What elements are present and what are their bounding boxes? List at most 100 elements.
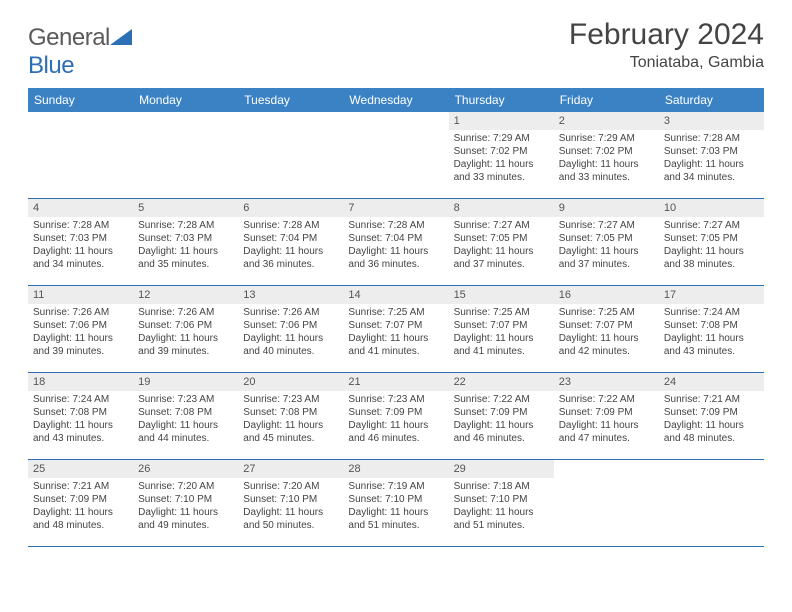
detail-line: Sunrise: 7:29 AM: [559, 132, 654, 145]
detail-line: Daylight: 11 hours: [664, 245, 759, 258]
detail-line: Sunset: 7:10 PM: [454, 493, 549, 506]
detail-line: Sunset: 7:03 PM: [33, 232, 128, 245]
day-number: 14: [343, 286, 448, 304]
day-details: Sunrise: 7:27 AMSunset: 7:05 PMDaylight:…: [554, 217, 659, 275]
day-number: 13: [238, 286, 343, 304]
detail-line: and 39 minutes.: [138, 345, 233, 358]
detail-line: Sunset: 7:03 PM: [664, 145, 759, 158]
day-details: Sunrise: 7:20 AMSunset: 7:10 PMDaylight:…: [133, 478, 238, 536]
detail-line: Sunrise: 7:27 AM: [664, 219, 759, 232]
day-cell: 17Sunrise: 7:24 AMSunset: 7:08 PMDayligh…: [659, 286, 764, 372]
detail-line: Daylight: 11 hours: [33, 245, 128, 258]
detail-line: Sunset: 7:09 PM: [664, 406, 759, 419]
day-cell: 22Sunrise: 7:22 AMSunset: 7:09 PMDayligh…: [449, 373, 554, 459]
day-details: Sunrise: 7:28 AMSunset: 7:03 PMDaylight:…: [133, 217, 238, 275]
detail-line: Sunset: 7:04 PM: [243, 232, 338, 245]
day-number: 10: [659, 199, 764, 217]
detail-line: and 39 minutes.: [33, 345, 128, 358]
detail-line: Sunset: 7:02 PM: [454, 145, 549, 158]
detail-line: and 34 minutes.: [664, 171, 759, 184]
detail-line: and 48 minutes.: [33, 519, 128, 532]
day-details: Sunrise: 7:21 AMSunset: 7:09 PMDaylight:…: [28, 478, 133, 536]
day-number: 4: [28, 199, 133, 217]
detail-line: Daylight: 11 hours: [664, 332, 759, 345]
detail-line: Sunrise: 7:23 AM: [243, 393, 338, 406]
detail-line: Sunset: 7:05 PM: [454, 232, 549, 245]
day-details: Sunrise: 7:25 AMSunset: 7:07 PMDaylight:…: [449, 304, 554, 362]
day-number: 29: [449, 460, 554, 478]
weekday-header: Monday: [133, 88, 238, 112]
day-number: [659, 460, 764, 478]
detail-line: Sunrise: 7:26 AM: [243, 306, 338, 319]
day-details: Sunrise: 7:25 AMSunset: 7:07 PMDaylight:…: [343, 304, 448, 362]
empty-cell: [28, 112, 133, 198]
day-cell: 3Sunrise: 7:28 AMSunset: 7:03 PMDaylight…: [659, 112, 764, 198]
day-number: 11: [28, 286, 133, 304]
day-number: 22: [449, 373, 554, 391]
day-details: Sunrise: 7:29 AMSunset: 7:02 PMDaylight:…: [554, 130, 659, 188]
detail-line: Sunrise: 7:28 AM: [348, 219, 443, 232]
day-number: 24: [659, 373, 764, 391]
detail-line: Sunset: 7:06 PM: [33, 319, 128, 332]
detail-line: and 41 minutes.: [454, 345, 549, 358]
detail-line: Daylight: 11 hours: [348, 332, 443, 345]
day-number: 21: [343, 373, 448, 391]
page-header: GeneralBlue February 2024 Toniataba, Gam…: [28, 18, 764, 80]
detail-line: Sunrise: 7:26 AM: [138, 306, 233, 319]
day-details: Sunrise: 7:28 AMSunset: 7:03 PMDaylight:…: [28, 217, 133, 275]
day-number: 26: [133, 460, 238, 478]
detail-line: and 36 minutes.: [348, 258, 443, 271]
day-number: 5: [133, 199, 238, 217]
day-cell: 18Sunrise: 7:24 AMSunset: 7:08 PMDayligh…: [28, 373, 133, 459]
day-cell: 27Sunrise: 7:20 AMSunset: 7:10 PMDayligh…: [238, 460, 343, 546]
detail-line: Sunrise: 7:19 AM: [348, 480, 443, 493]
day-details: Sunrise: 7:27 AMSunset: 7:05 PMDaylight:…: [449, 217, 554, 275]
empty-cell: [343, 112, 448, 198]
detail-line: Sunset: 7:07 PM: [454, 319, 549, 332]
detail-line: Sunset: 7:09 PM: [348, 406, 443, 419]
detail-line: Sunrise: 7:21 AM: [33, 480, 128, 493]
detail-line: Sunset: 7:07 PM: [559, 319, 654, 332]
day-details: Sunrise: 7:23 AMSunset: 7:08 PMDaylight:…: [238, 391, 343, 449]
detail-line: Sunset: 7:02 PM: [559, 145, 654, 158]
day-details: Sunrise: 7:28 AMSunset: 7:04 PMDaylight:…: [238, 217, 343, 275]
empty-cell: [238, 112, 343, 198]
day-details: Sunrise: 7:22 AMSunset: 7:09 PMDaylight:…: [449, 391, 554, 449]
detail-line: Sunrise: 7:29 AM: [454, 132, 549, 145]
detail-line: Sunrise: 7:27 AM: [454, 219, 549, 232]
day-cell: 16Sunrise: 7:25 AMSunset: 7:07 PMDayligh…: [554, 286, 659, 372]
detail-line: Sunrise: 7:22 AM: [559, 393, 654, 406]
weekday-header: Wednesday: [343, 88, 448, 112]
detail-line: Sunset: 7:09 PM: [454, 406, 549, 419]
day-number: [133, 112, 238, 130]
day-number: 28: [343, 460, 448, 478]
day-number: 1: [449, 112, 554, 130]
detail-line: Daylight: 11 hours: [348, 419, 443, 432]
day-details: Sunrise: 7:26 AMSunset: 7:06 PMDaylight:…: [238, 304, 343, 362]
day-number: [343, 112, 448, 130]
detail-line: Daylight: 11 hours: [138, 245, 233, 258]
weekday-header: Friday: [554, 88, 659, 112]
day-cell: 2Sunrise: 7:29 AMSunset: 7:02 PMDaylight…: [554, 112, 659, 198]
day-number: 3: [659, 112, 764, 130]
detail-line: Daylight: 11 hours: [243, 506, 338, 519]
day-number: [238, 112, 343, 130]
detail-line: and 43 minutes.: [33, 432, 128, 445]
detail-line: Daylight: 11 hours: [454, 419, 549, 432]
detail-line: Daylight: 11 hours: [559, 158, 654, 171]
day-number: 6: [238, 199, 343, 217]
day-number: 19: [133, 373, 238, 391]
detail-line: and 33 minutes.: [559, 171, 654, 184]
detail-line: and 44 minutes.: [138, 432, 233, 445]
day-number: 7: [343, 199, 448, 217]
detail-line: Daylight: 11 hours: [348, 506, 443, 519]
weekday-header: Tuesday: [238, 88, 343, 112]
day-number: [28, 112, 133, 130]
detail-line: Sunrise: 7:28 AM: [664, 132, 759, 145]
weekday-header: Sunday: [28, 88, 133, 112]
detail-line: Daylight: 11 hours: [454, 506, 549, 519]
detail-line: Daylight: 11 hours: [559, 332, 654, 345]
detail-line: Sunset: 7:08 PM: [664, 319, 759, 332]
detail-line: and 37 minutes.: [454, 258, 549, 271]
detail-line: and 38 minutes.: [664, 258, 759, 271]
